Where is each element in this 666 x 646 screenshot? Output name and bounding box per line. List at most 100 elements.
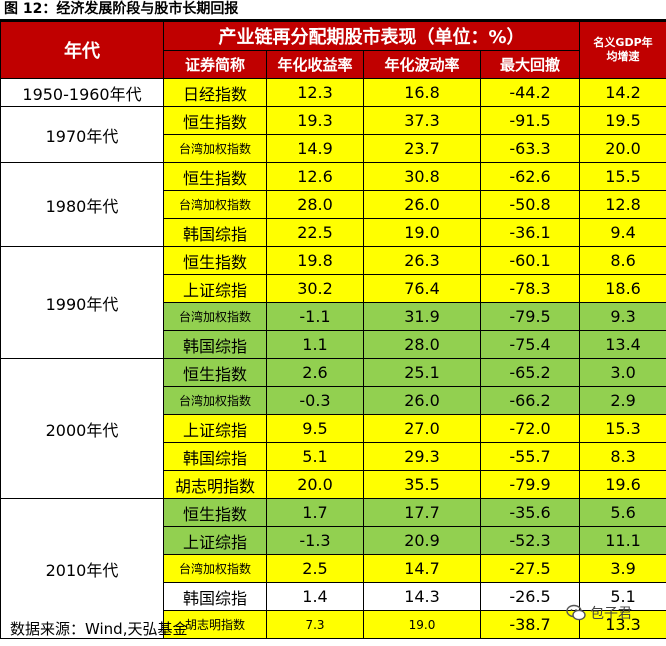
table-row: 上证综指 9.5 27.0 -72.0 15.3 bbox=[1, 414, 666, 443]
era-cell: 1990年代 bbox=[0, 246, 164, 359]
gdp-cell: 3.9 bbox=[579, 554, 666, 583]
gdp-cell: 20.0 bbox=[579, 134, 666, 163]
drawdown-cell: -50.8 bbox=[479, 190, 581, 219]
index-name-cell: 上证综指 bbox=[163, 526, 267, 555]
volatility-cell: 29.3 bbox=[363, 442, 481, 471]
header-row-sub: 证券简称 年化收益率 年化波动率 最大回撤 bbox=[1, 50, 666, 79]
header-gdp-line1: 名义GDP年 bbox=[593, 36, 653, 49]
gdp-cell: 13.4 bbox=[579, 330, 666, 359]
header-main: 产业链再分配期股市表现（单位：%） bbox=[162, 21, 581, 51]
drawdown-cell: -35.6 bbox=[479, 498, 581, 527]
gdp-cell: 8.6 bbox=[579, 246, 666, 275]
table-row: 韩国综指 22.5 19.0 -36.1 9.4 bbox=[1, 218, 666, 247]
drawdown-cell: -55.7 bbox=[479, 442, 581, 471]
volatility-cell: 28.0 bbox=[363, 330, 481, 359]
gdp-cell: 15.5 bbox=[579, 162, 666, 191]
table-row: 上证综指 -1.3 20.9 -52.3 11.1 bbox=[1, 526, 666, 555]
table-row: 胡志明指数 20.0 35.5 -79.9 19.6 bbox=[1, 470, 666, 499]
volatility-cell: 20.9 bbox=[363, 526, 481, 555]
index-name-cell: 恒生指数 bbox=[163, 498, 267, 527]
gdp-cell: 19.6 bbox=[579, 470, 666, 499]
return-cell: -0.3 bbox=[266, 386, 364, 415]
header-col-return: 年化收益率 bbox=[266, 50, 364, 79]
drawdown-cell: -66.2 bbox=[479, 386, 581, 415]
table-row: 台湾加权指数 14.9 23.7 -63.3 20.0 bbox=[1, 134, 666, 163]
table-row: 台湾加权指数 -0.3 26.0 -66.2 2.9 bbox=[1, 386, 666, 415]
table-row: 韩国综指 5.1 29.3 -55.7 8.3 bbox=[1, 442, 666, 471]
drawdown-cell: -91.5 bbox=[479, 106, 581, 135]
index-name-cell: 胡志明指数 bbox=[163, 470, 267, 499]
volatility-cell: 26.3 bbox=[363, 246, 481, 275]
return-cell: 2.5 bbox=[266, 554, 364, 583]
index-name-cell: 恒生指数 bbox=[163, 106, 267, 135]
era-cell: 1950-1960年代 bbox=[0, 78, 164, 107]
table-row: 1950-1960年代 日经指数 12.3 16.8 -44.2 14.2 bbox=[0, 78, 666, 107]
volatility-cell: 35.5 bbox=[363, 470, 481, 499]
gdp-cell: 12.8 bbox=[579, 190, 666, 219]
index-name-cell: 韩国综指 bbox=[163, 582, 267, 611]
gdp-cell: 9.4 bbox=[579, 218, 666, 247]
figure-title: 图 12：经济发展阶段与股市长期回报 bbox=[4, 1, 239, 17]
wechat-icon bbox=[566, 604, 586, 621]
index-name-cell: 上证综指 bbox=[163, 274, 267, 303]
header-col-drawdown: 最大回撤 bbox=[479, 50, 581, 79]
header-row-main: 年代 产业链再分配期股市表现（单位：%） 名义GDP年 均增速 bbox=[0, 21, 666, 79]
gdp-cell: 11.1 bbox=[579, 526, 666, 555]
index-name-cell: 恒生指数 bbox=[163, 246, 267, 275]
table-row: 韩国综指 1.1 28.0 -75.4 13.4 bbox=[1, 330, 666, 359]
volatility-cell: 23.7 bbox=[363, 134, 481, 163]
index-name-cell: 韩国综指 bbox=[163, 218, 267, 247]
return-cell: 22.5 bbox=[266, 218, 364, 247]
gdp-cell: 5.6 bbox=[579, 498, 666, 527]
header-col-volatility: 年化波动率 bbox=[363, 50, 481, 79]
return-cell: 12.6 bbox=[266, 162, 364, 191]
drawdown-cell: -79.9 bbox=[479, 470, 581, 499]
table-row: 2010年代 恒生指数 1.7 17.7 -35.6 5.6 bbox=[0, 498, 666, 639]
index-name-cell: 韩国综指 bbox=[163, 442, 267, 471]
volatility-cell: 26.0 bbox=[363, 190, 481, 219]
volatility-cell: 16.8 bbox=[363, 78, 481, 107]
return-cell: 30.2 bbox=[266, 274, 364, 303]
drawdown-cell: -72.0 bbox=[479, 414, 581, 443]
gdp-cell: 19.5 bbox=[579, 106, 666, 135]
drawdown-cell: -60.1 bbox=[479, 246, 581, 275]
volatility-cell: 37.3 bbox=[363, 106, 481, 135]
watermark: 包子君 bbox=[566, 603, 632, 623]
drawdown-cell: -38.7 bbox=[479, 610, 581, 639]
index-name-cell: 台湾加权指数 bbox=[163, 386, 267, 415]
return-cell: 12.3 bbox=[266, 78, 364, 107]
return-cell: 20.0 bbox=[266, 470, 364, 499]
index-name-cell: 台湾加权指数 bbox=[163, 302, 267, 331]
volatility-cell: 30.8 bbox=[363, 162, 481, 191]
gdp-cell: 3.0 bbox=[579, 358, 666, 387]
volatility-cell: 27.0 bbox=[363, 414, 481, 443]
return-cell: -1.3 bbox=[266, 526, 364, 555]
index-name-cell: 胡志明指数 bbox=[163, 610, 267, 639]
gdp-cell: 13.3 bbox=[579, 610, 666, 639]
drawdown-cell: -62.6 bbox=[479, 162, 581, 191]
gdp-cell: 8.3 bbox=[579, 442, 666, 471]
volatility-cell: 26.0 bbox=[363, 386, 481, 415]
drawdown-cell: -44.2 bbox=[479, 78, 581, 107]
era-cell: 1970年代 bbox=[0, 106, 164, 163]
index-name-cell: 韩国综指 bbox=[163, 330, 267, 359]
header-era: 年代 bbox=[0, 21, 164, 79]
volatility-cell: 17.7 bbox=[363, 498, 481, 527]
volatility-cell: 76.4 bbox=[363, 274, 481, 303]
table-row: 上证综指 30.2 76.4 -78.3 18.6 bbox=[1, 274, 666, 303]
return-cell: 1.4 bbox=[266, 582, 364, 611]
header-gdp: 名义GDP年 均增速 bbox=[579, 21, 666, 79]
drawdown-cell: -36.1 bbox=[479, 218, 581, 247]
return-cell: 1.7 bbox=[266, 498, 364, 527]
return-cell: 19.3 bbox=[266, 106, 364, 135]
returns-table: 年代 产业链再分配期股市表现（单位：%） 名义GDP年 均增速 证券简称 年化收… bbox=[0, 21, 666, 639]
drawdown-cell: -79.5 bbox=[479, 302, 581, 331]
drawdown-cell: -65.2 bbox=[479, 358, 581, 387]
return-cell: 28.0 bbox=[266, 190, 364, 219]
gdp-cell: 15.3 bbox=[579, 414, 666, 443]
gdp-cell: 9.3 bbox=[579, 302, 666, 331]
era-cell: 1980年代 bbox=[0, 162, 164, 247]
volatility-cell: 25.1 bbox=[363, 358, 481, 387]
index-name-cell: 台湾加权指数 bbox=[163, 134, 267, 163]
return-cell: 1.1 bbox=[266, 330, 364, 359]
